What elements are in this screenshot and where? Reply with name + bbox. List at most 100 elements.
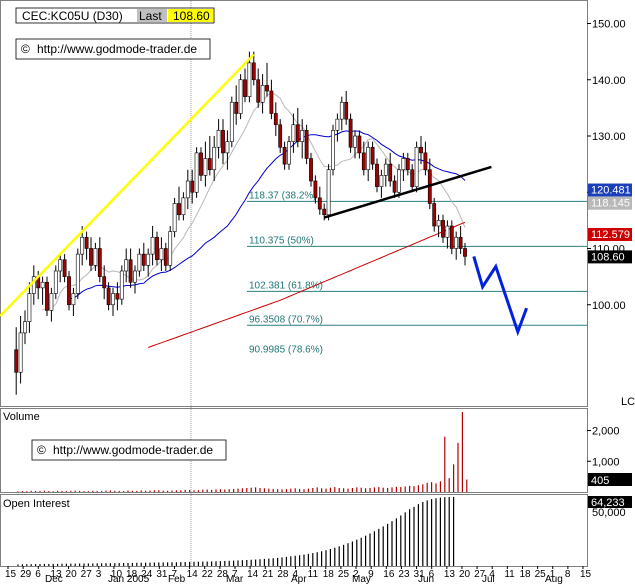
date-tick-label: 22 (202, 569, 214, 580)
candle-body (256, 79, 261, 103)
date-tick-label: 14 (187, 569, 199, 580)
date-tick-label: 29 (20, 569, 32, 580)
date-tick-label: 15 (580, 569, 592, 580)
date-tick-label: 28 (217, 569, 229, 580)
month-label: Jul (482, 574, 495, 585)
month-label: Jan 2005 (108, 574, 150, 585)
copyright-icon: © (21, 42, 30, 56)
date-tick-label: 11 (504, 569, 515, 580)
candle-body (49, 293, 54, 311)
candle-body (203, 158, 208, 176)
date-tick-label: 13 (50, 569, 62, 580)
candle-body (80, 236, 85, 255)
month-label: Aug (545, 574, 563, 585)
date-tick-label: 28 (277, 569, 289, 580)
price-badge-label: 108.60 (591, 251, 625, 263)
volume-last-badge-label: 405 (591, 475, 609, 487)
price-badge (588, 196, 632, 210)
last-value-box (168, 9, 213, 22)
last-label-box (137, 9, 167, 22)
price-badge (588, 227, 632, 241)
ma-long-line (148, 221, 466, 348)
candle-body (317, 197, 322, 210)
candle-body (111, 293, 115, 306)
candle-body (75, 253, 80, 294)
price-badge (588, 183, 632, 197)
price-tick-label: 140.00 (592, 75, 626, 87)
candle-body (190, 180, 195, 193)
date-tick-label: 18 (323, 569, 335, 580)
date-tick-label: 24 (141, 569, 153, 580)
candle-body (67, 276, 71, 306)
volume-bars: 1,000 2,000 405 (17, 412, 632, 492)
candle-body (300, 130, 305, 142)
price-tick-label: 100.00 (592, 300, 626, 312)
candle-body (150, 236, 155, 255)
candle-body (423, 152, 428, 171)
candle-body (181, 197, 186, 216)
date-tick-label: 7 (171, 569, 177, 580)
candle-body (335, 118, 340, 131)
candle-body (225, 141, 230, 154)
candle-body (71, 293, 76, 306)
candle-body (185, 180, 190, 199)
candle-body (247, 62, 252, 97)
date-tick-label: 16 (383, 569, 395, 580)
candle-body (243, 79, 247, 97)
candle-body (133, 270, 137, 283)
month-label: Apr (291, 574, 307, 585)
date-tick-label: 4 (489, 569, 495, 580)
candle-body (177, 203, 181, 216)
oi-tick-label: 50,000 (592, 507, 626, 519)
candle-body (45, 281, 49, 311)
candle-body (353, 135, 357, 148)
date-tick-label: 8 (565, 569, 571, 580)
date-tick-label: 18 (519, 569, 531, 580)
candle-body (344, 101, 349, 120)
date-tick-label: 31 (414, 569, 426, 580)
candle-body (31, 276, 36, 294)
candle-body (106, 287, 111, 306)
date-tick-label: 4 (293, 569, 299, 580)
candle-body (265, 85, 269, 92)
date-tick-label: 11 (308, 569, 319, 580)
candle-body (375, 163, 379, 187)
ma-short-line (42, 92, 466, 311)
candle-body (287, 141, 291, 165)
last-value: 108.60 (173, 9, 210, 23)
fib-label: 118.37 (38.2%) (249, 190, 317, 201)
month-label: Feb (168, 574, 186, 585)
price-panel-frame (0, 0, 588, 407)
candle-body (463, 248, 467, 257)
candle-body (273, 113, 278, 126)
candle-body (93, 248, 98, 266)
candle-body (458, 236, 463, 249)
candle-body (304, 130, 309, 159)
candle-body (229, 101, 234, 142)
candle-body (326, 169, 331, 216)
candle-body (309, 158, 313, 182)
candle-body (405, 158, 410, 171)
candle-body (58, 259, 63, 272)
oi-panel-title: Open Interest (3, 498, 70, 510)
date-tick-label: 3 (96, 569, 102, 580)
candle-body (379, 175, 384, 187)
watermark-box-volume (31, 439, 227, 461)
candle-body (278, 124, 283, 148)
date-tick-label: 6 (35, 569, 41, 580)
candle-body (146, 253, 151, 266)
candle-body (27, 293, 32, 322)
last-label: Last (139, 9, 162, 23)
oi-last-badge (588, 496, 632, 508)
date-tick-label: 27 (81, 569, 93, 580)
candle-body (414, 146, 419, 187)
oi-last-badge-label: 64,233 (591, 497, 625, 509)
watermark-text-volume: http://www.godmode-trader.de (53, 443, 213, 457)
volume-last-badge (588, 473, 632, 486)
fib-label: 96.3508 (70.7%) (249, 314, 323, 325)
candle-body (370, 146, 375, 165)
candle-body (282, 146, 287, 165)
